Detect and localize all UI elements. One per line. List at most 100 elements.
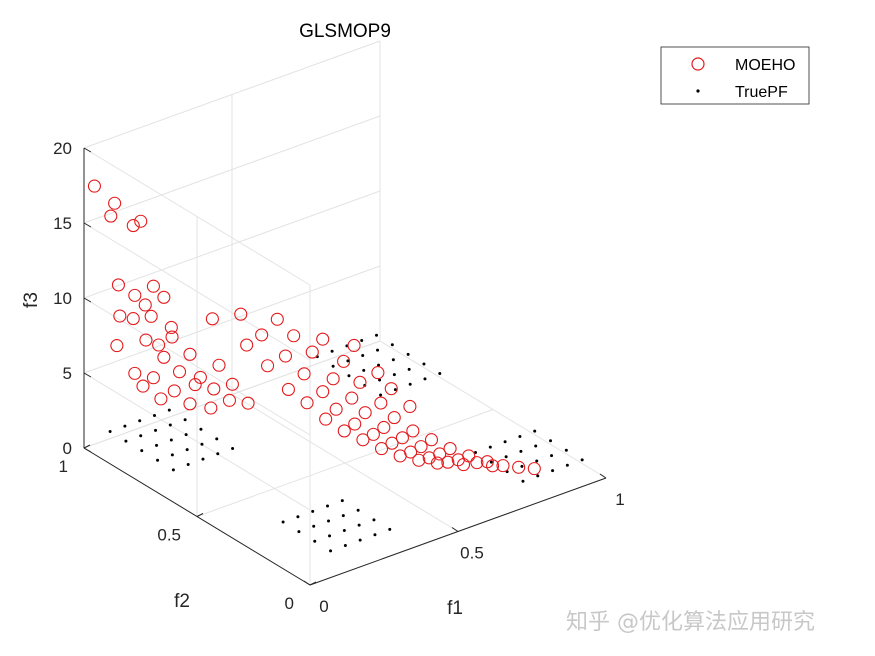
moeho-point	[152, 338, 166, 352]
x-tick-label: 1	[615, 490, 624, 509]
truepf-point	[281, 520, 285, 524]
truepf-point	[153, 413, 156, 417]
z-axis-label: f3	[21, 292, 42, 308]
truepf-point	[342, 529, 346, 533]
y-tick-mark	[309, 581, 317, 586]
moeho-point	[167, 384, 181, 398]
truepf-point	[155, 443, 159, 447]
moeho-point	[188, 378, 202, 392]
truepf-point	[340, 499, 344, 503]
moeho-point	[393, 449, 407, 463]
moeho-point	[212, 358, 226, 372]
chart-title: GLSMOP9	[299, 21, 391, 42]
moeho-point	[126, 312, 140, 326]
truepf-point	[406, 352, 410, 356]
moeho-point	[225, 377, 239, 391]
z-tick-label: 5	[63, 364, 72, 383]
z-tick-mark	[83, 372, 92, 378]
series-moeho	[87, 179, 541, 476]
moeho-point	[371, 366, 385, 380]
moeho-point	[347, 338, 361, 353]
moeho-point	[240, 338, 254, 352]
y-tick-label: 0	[285, 594, 294, 613]
y-tick-label: 1	[59, 457, 68, 476]
grid-line	[83, 222, 311, 361]
moeho-point	[157, 290, 171, 304]
z-tick-label: 0	[63, 439, 72, 458]
y-tick-mark	[83, 444, 91, 449]
moeho-point	[146, 279, 160, 293]
grid-line	[83, 265, 381, 374]
truepf-point	[200, 442, 204, 446]
truepf-point	[170, 453, 174, 457]
moeho-point	[164, 320, 178, 335]
moeho-point	[414, 440, 428, 454]
moeho-point	[87, 179, 101, 193]
truepf-point	[488, 445, 492, 449]
truepf-point	[186, 463, 190, 467]
truepf-point	[536, 474, 540, 478]
moeho-point	[128, 288, 142, 302]
moeho-point	[110, 339, 124, 353]
moeho-point	[527, 462, 541, 476]
moeho-point	[139, 333, 153, 347]
moeho-point	[270, 312, 284, 326]
moeho-point	[319, 412, 333, 426]
moeho-point	[278, 349, 293, 363]
moeho-point	[412, 453, 426, 467]
y-tick-mark	[196, 513, 204, 517]
truepf-point	[549, 439, 553, 443]
truepf-point	[520, 464, 524, 468]
truepf-point	[201, 457, 205, 461]
moeho-point	[377, 420, 391, 435]
grid-line	[83, 297, 311, 436]
x-tick-mark	[303, 580, 311, 586]
moeho-point	[138, 298, 152, 312]
moeho-point	[128, 366, 142, 380]
moeho-point	[193, 370, 207, 384]
moeho-point	[356, 433, 370, 447]
moeho-point	[486, 459, 500, 473]
truepf-point	[535, 459, 539, 463]
moeho-point	[222, 393, 237, 407]
truepf-point	[360, 339, 364, 343]
moeho-point	[496, 459, 510, 473]
moeho-point	[287, 329, 301, 343]
moeho-point	[353, 375, 367, 389]
truepf-point	[392, 373, 396, 377]
moeho-point	[366, 427, 380, 441]
truepf-point	[183, 418, 187, 422]
truepf-point	[393, 388, 397, 392]
moeho-point	[134, 214, 148, 228]
moeho-point	[136, 379, 150, 393]
x-tick-mark	[451, 527, 459, 532]
moeho-point	[512, 460, 526, 474]
moeho-point	[348, 417, 362, 431]
moeho-point	[281, 382, 295, 397]
truepf-point	[423, 377, 427, 381]
truepf-point	[438, 372, 442, 376]
y-axis-label: f2	[174, 591, 190, 612]
truepf-point	[519, 449, 523, 453]
moeho-point	[337, 354, 351, 368]
truepf-point	[550, 454, 554, 458]
truepf-point	[330, 349, 334, 353]
moeho-point	[108, 196, 122, 210]
moeho-point	[205, 312, 219, 326]
x-axis-label: f1	[447, 598, 463, 619]
truepf-point	[297, 530, 301, 534]
watermark-text: 知乎 @优化算法应用研究	[566, 610, 815, 635]
moeho-point	[337, 424, 351, 438]
moeho-point	[374, 442, 389, 456]
truepf-point	[167, 408, 171, 412]
truepf-point	[123, 424, 127, 428]
truepf-point	[518, 434, 522, 438]
truepf-point	[331, 364, 335, 368]
x-tick-label: 0	[319, 597, 328, 616]
truepf-point	[408, 382, 412, 386]
moeho-point	[305, 345, 319, 359]
moeho-point	[443, 442, 457, 456]
moeho-point	[329, 402, 343, 416]
z-tick-label: 15	[53, 214, 72, 233]
